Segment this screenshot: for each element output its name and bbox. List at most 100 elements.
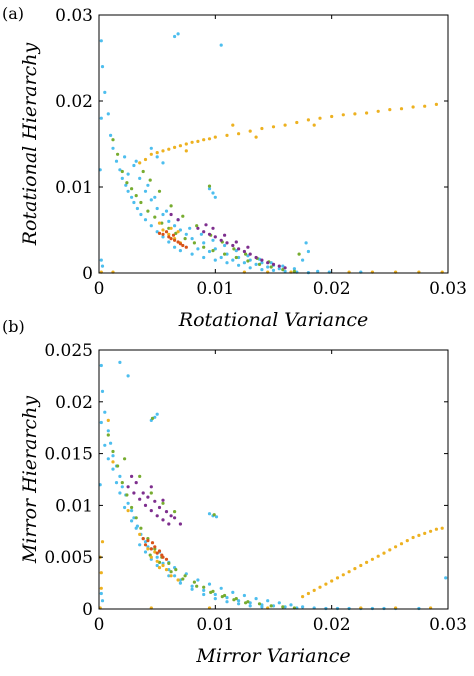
panel-b-series-0-point-42 [237, 602, 241, 606]
panel-a-series-0-point-8 [120, 176, 124, 180]
panel-b-y-tick-label-3: 0.015 [44, 445, 93, 465]
panel-b-series-0-point-40 [213, 597, 217, 601]
panel-b-series-3-point-9 [146, 495, 150, 499]
panel-a-series-0-point-84 [316, 269, 320, 273]
panel-b-series-3-point-4 [149, 509, 153, 513]
panel-b-series-0-point-68 [289, 603, 293, 607]
panel-b-series-3-point-2 [138, 497, 142, 501]
panel-b-series-0-point-69 [301, 605, 305, 609]
panel-a-series-3-point-4 [219, 238, 223, 242]
panel-a-series-0-point-76 [211, 238, 215, 242]
panel-a-series-2-point-5 [167, 147, 171, 151]
panel-a-ticks: 0 0.01 0.02 0.03 0 0.01 0.02 0.03 [55, 6, 467, 299]
panel-b-series-0-point-24 [213, 592, 217, 597]
panel-a-series-0-point-62 [304, 241, 308, 245]
panel-b-series-0-point-51 [99, 591, 103, 596]
panel-b-series-3-point-13 [169, 514, 173, 518]
panel-b-series-0-point-37 [178, 581, 182, 585]
panel-a-series-0-point-43 [202, 241, 206, 245]
panel-a-series-0-point-30 [283, 269, 287, 273]
panel-a-series-0-point-17 [155, 230, 159, 234]
panel-a-series-0-point-35 [149, 198, 153, 202]
panel-b-series-0-point-2 [103, 410, 107, 414]
panel-b-series-0-point-1 [100, 389, 105, 393]
panel-b-series-2-point-10 [359, 563, 363, 568]
panel-b-series-0-point-20 [173, 574, 177, 578]
panel-a-series-0-point-16 [149, 224, 153, 228]
panel-a-series-3-point-20 [204, 223, 208, 227]
panel-a-series-0-point-39 [173, 224, 177, 228]
panel-a-y-axis-label: Rotational Hierarchy [19, 42, 41, 246]
panel-a-series-0-point-1 [100, 65, 105, 69]
panel-a-series-2-point-33 [161, 228, 165, 232]
panel-a-series-0-point-55 [99, 258, 103, 262]
panel-b-series-0-point-65 [254, 597, 258, 601]
panel-a-series-2-point-12 [207, 137, 212, 141]
panel-a-series-0-point-75 [199, 232, 203, 236]
panel-a-series-1-point-14 [202, 245, 206, 249]
panel-b-series-1-point-30 [232, 598, 236, 602]
panel-a-series-2-point-51 [184, 149, 188, 153]
panel-a-series-0-point-4 [109, 133, 113, 137]
panel-a-series-0-point-54 [213, 195, 217, 199]
panel-b-series-4-point-10 [164, 557, 169, 561]
panel-b-series-0-point-38 [190, 587, 194, 591]
panel-b-series-1-point-34 [106, 433, 110, 437]
panel-a-series-3-point-19 [211, 226, 215, 230]
panel-a-series-0-point-92 [254, 262, 258, 266]
panel-a-series-1-point-9 [160, 221, 164, 225]
panel-a-series-0-point-11 [130, 195, 134, 199]
panel-b-series-2-point-11 [365, 560, 369, 565]
panel-b-x-tick-label-1: 0.01 [196, 615, 234, 635]
panel-a-series-0-point-89 [219, 255, 223, 260]
panel-b-points [98, 360, 448, 611]
panel-b-series-3-point-5 [155, 514, 159, 518]
panel-a-series-0-point-33 [138, 176, 142, 180]
panel-b-series-0-point-56 [126, 374, 130, 378]
panel-a-plot-frame [98, 14, 449, 274]
panel-a-series-1-point-10 [167, 226, 171, 230]
panel-a-series-2-point-18 [271, 125, 276, 129]
panel-a-series-1-point-0 [111, 138, 115, 142]
panel-a-series-0-point-88 [207, 249, 212, 254]
panel-b-series-3-point-12 [164, 510, 169, 514]
panel-a-series-0-point-82 [281, 264, 285, 268]
panel-b-series-4-point-1 [149, 547, 153, 551]
panel-b-series-3-point-18 [149, 485, 153, 489]
panel-b-x-tick-label-0: 0 [94, 615, 105, 635]
panel-a-series-4-point-10 [157, 231, 162, 235]
panel-b-x-tick-label-2: 0.02 [313, 615, 351, 635]
panel-a-series-3-point-16 [223, 233, 227, 237]
panel-a-series-3-point-2 [207, 232, 212, 236]
panel-b-series-2-point-1 [306, 591, 310, 596]
panel-b-series-2-point-33 [99, 571, 103, 575]
panel-a-series-0-point-72 [164, 209, 169, 213]
panel-a-label: (a) [2, 4, 24, 23]
panel-a-series-1-point-8 [153, 215, 157, 219]
panel-a-series-0-point-52 [207, 187, 212, 191]
panel-a-series-2-point-13 [213, 135, 217, 139]
panel-a: (a) 0 0.01 0.02 0.03 0 0.01 0.02 0.03 Rotationa… [2, 4, 467, 331]
panel-a-series-2-point-4 [161, 149, 165, 153]
panel-a-series-2-point-19 [283, 123, 287, 127]
panel-b-series-3-point-7 [167, 522, 171, 526]
panel-b-series-2-point-41 [176, 578, 180, 582]
panel-b-series-3-point-15 [130, 474, 134, 478]
panel-a-series-0-point-69 [126, 172, 130, 176]
panel-a-series-4-point-9 [171, 233, 176, 237]
panel-b-series-0-point-61 [207, 582, 212, 586]
panel-a-series-2-point-38 [157, 221, 162, 225]
panel-b-series-1-point-38 [161, 501, 165, 505]
panel-a-series-4-point-8 [184, 245, 188, 249]
panel-b-series-0-point-4 [109, 441, 113, 445]
panel-a-series-0-point-78 [234, 249, 238, 253]
panel-a-x-tick-label-3: 0.03 [429, 279, 467, 299]
panel-a-series-0-point-26 [237, 263, 241, 267]
panel-a-series-0-point-2 [103, 90, 107, 94]
panel-b-series-2-point-13 [376, 554, 380, 558]
panel-a-series-0-point-29 [271, 268, 276, 272]
panel-b-series-2-point-3 [318, 585, 322, 589]
panel-b-series-0-point-10 [126, 501, 130, 505]
panel-a-series-0-point-77 [223, 243, 227, 248]
panel-a-series-0-point-42 [190, 237, 194, 241]
